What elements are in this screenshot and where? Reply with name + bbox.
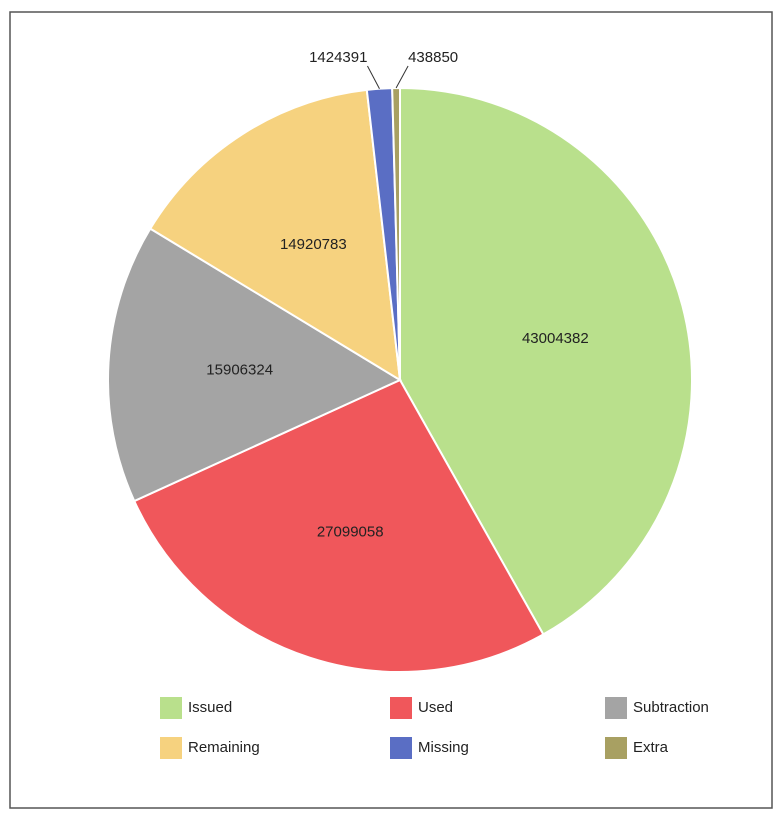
pie-slice: [132, 378, 545, 673]
slice-label: 14920783: [280, 236, 347, 253]
pie-slice: [148, 88, 402, 382]
legend: Issued Used Subtraction Remaining Missing Ext…: [160, 697, 709, 759]
legend-label: Missing: [418, 739, 469, 756]
pie-slice: [391, 86, 401, 381]
legend-label: Used: [418, 699, 453, 716]
slice-label: 15906324: [206, 362, 273, 379]
legend-label: Remaining: [188, 739, 260, 756]
pie-slice: [399, 86, 693, 636]
slice-label: 27099058: [317, 524, 384, 541]
legend-swatch: [160, 697, 182, 719]
legend-swatch: [605, 697, 627, 719]
slice-label: 1424391: [309, 49, 367, 66]
pie: 43004382 27099058 15906324 14920783 1424391 4…: [107, 49, 693, 673]
legend-label: Extra: [633, 739, 669, 756]
leader-line: [367, 65, 380, 89]
slice-label: 438850: [408, 49, 458, 66]
legend-swatch: [605, 737, 627, 759]
legend-label: Issued: [188, 699, 232, 716]
legend-swatch: [390, 737, 412, 759]
legend-label: Subtraction: [633, 699, 709, 716]
legend-swatch: [390, 697, 412, 719]
pie-slice: [107, 227, 403, 503]
leader-line: [395, 65, 409, 89]
slice-label: 43004382: [522, 330, 589, 347]
legend-swatch: [160, 737, 182, 759]
